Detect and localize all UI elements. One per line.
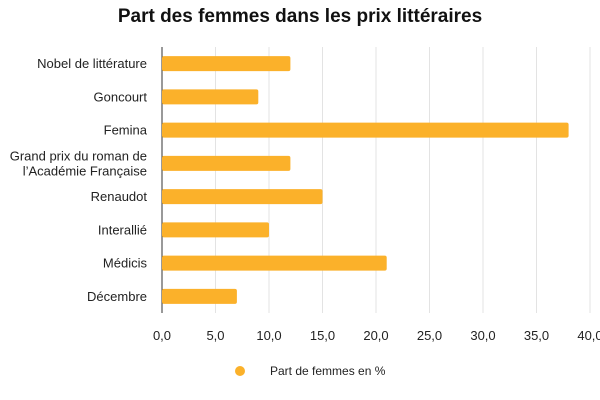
x-tick-label: 40,0 [577, 328, 600, 343]
x-tick-label: 15,0 [310, 328, 335, 343]
bar [162, 189, 323, 205]
bar [162, 222, 269, 238]
legend-label: Part de femmes en % [270, 364, 386, 378]
category-label: Nobel de littérature [37, 56, 147, 71]
bar [162, 255, 387, 271]
category-label: Femina [104, 123, 148, 138]
bar [162, 122, 569, 138]
category-label: l’Académie Française [23, 163, 147, 178]
x-tick-label: 20,0 [363, 328, 388, 343]
x-tick-label: 25,0 [417, 328, 442, 343]
bar [162, 56, 291, 72]
category-label: Renaudot [91, 189, 148, 204]
x-tick-label: 10,0 [256, 328, 281, 343]
category-label: Interallié [98, 222, 147, 237]
x-tick-label: 5,0 [206, 328, 224, 343]
chart-title: Part des femmes dans les prix littéraire… [117, 6, 483, 27]
bar [162, 288, 237, 304]
x-tick-label: 35,0 [524, 328, 549, 343]
category-label: Médicis [103, 256, 148, 271]
x-tick-label: 0,0 [153, 328, 171, 343]
category-label: Goncourt [94, 89, 148, 104]
legend-marker [235, 366, 245, 376]
bar [162, 155, 291, 171]
category-label: Décembre [87, 289, 147, 304]
category-label: Grand prix du roman de [10, 148, 147, 163]
bar [162, 89, 259, 105]
x-tick-label: 30,0 [470, 328, 495, 343]
